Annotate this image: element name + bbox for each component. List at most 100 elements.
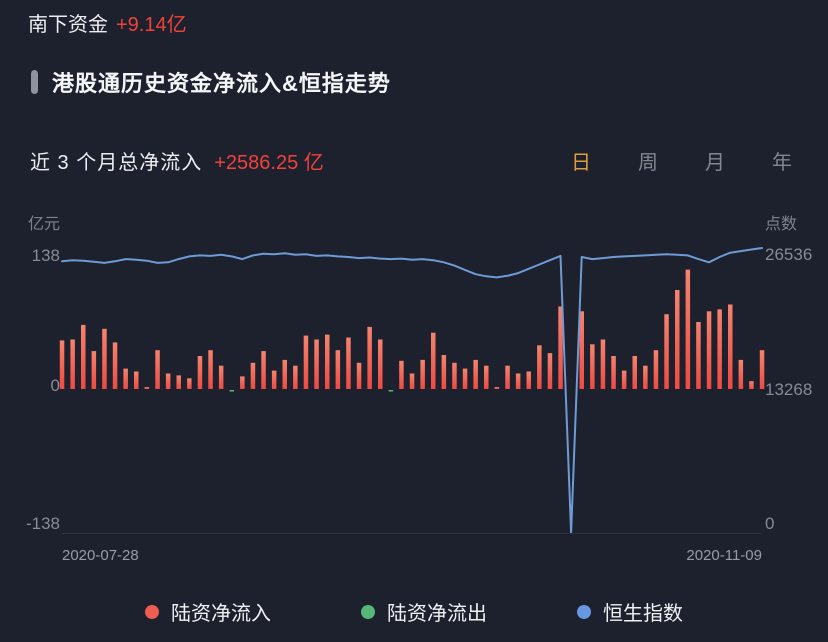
inflow-bar [303, 335, 309, 389]
inflow-bar [271, 370, 277, 389]
total-netinflow-label: 近 3 个月总净流入 [30, 152, 203, 174]
inflow-dot-icon [145, 604, 159, 619]
legend-item-hsi: 恒生指数 [577, 597, 683, 626]
tab-day[interactable]: 日 [571, 152, 591, 174]
inflow-bar [537, 345, 542, 389]
inflow-bar [346, 337, 351, 389]
inflow-bar [420, 359, 425, 389]
date-range-row: 2020-07-28 2020-11-09 [62, 547, 762, 564]
inflow-bar [282, 359, 287, 389]
inflow-bar [579, 311, 584, 389]
inflow-bar [505, 365, 510, 389]
left-axis-unit: 亿元 [28, 216, 61, 233]
inflow-bar [91, 351, 97, 389]
inflow-bar [600, 339, 606, 389]
tab-year[interactable]: 年 [772, 152, 792, 174]
inflow-bar [335, 350, 341, 389]
inflow-bar [325, 334, 330, 389]
chart-legend: 陆资净流入 陆资净流出 恒生指数 [0, 597, 828, 626]
right-tick-mid: 13268 [765, 380, 813, 399]
inflow-bar [59, 340, 65, 389]
inflow-bar [409, 373, 415, 389]
inflow-bar [611, 356, 616, 389]
inflow-bar [441, 355, 447, 389]
left-tick-max: 138 [31, 246, 60, 265]
inflow-bar [462, 368, 468, 389]
inflow-bar [632, 356, 637, 389]
inflow-bar [675, 290, 680, 389]
end-date-label: 2020-11-09 [686, 547, 762, 564]
x-axis-line [62, 533, 762, 534]
right-axis-unit: 点数 [765, 216, 798, 233]
inflow-bar [367, 326, 372, 389]
inflow-bar [70, 339, 75, 389]
tab-week[interactable]: 周 [638, 152, 658, 174]
total-netinflow: 近 3 个月总净流入 +2586.25 亿 [30, 146, 324, 175]
inflow-bar [399, 360, 404, 389]
inflow-bar [717, 309, 722, 389]
southbound-funds-value: +9.14亿 [116, 14, 187, 36]
inflow-bar [134, 371, 139, 389]
outflow-dot-icon [361, 604, 375, 619]
inflow-bar [112, 342, 118, 389]
legend-item-inflow: 陆资净流入 [145, 597, 271, 626]
inflow-bar [558, 306, 563, 389]
inflow-bar [314, 339, 319, 389]
inflow-bar [590, 344, 595, 389]
section-title: 港股通历史资金净流入&恒指走势 [52, 71, 391, 96]
hsi-line [61, 247, 763, 534]
inflow-bar [102, 328, 107, 389]
inflow-bar [484, 365, 489, 389]
left-tick-zero: 0 [50, 376, 60, 395]
period-tabs: 日 周 月 年 [571, 146, 792, 175]
inflow-bar [643, 365, 648, 389]
southbound-funds-label: 南下资金 [28, 14, 108, 36]
inflow-bar [250, 362, 256, 389]
inflow-bar [176, 375, 181, 389]
inflow-bar [356, 362, 362, 389]
left-tick-min: -138 [25, 514, 60, 533]
inflow-bar [218, 365, 224, 389]
inflow-bar [494, 387, 500, 389]
inflow-bar [431, 332, 436, 389]
inflow-bar [452, 362, 457, 389]
right-tick-max: 26536 [765, 245, 813, 264]
inflow-bar [473, 359, 478, 389]
outflow-bar [388, 390, 394, 392]
inflow-bar [378, 339, 383, 389]
tab-month[interactable]: 月 [705, 152, 725, 174]
legend-inflow-label: 陆资净流入 [171, 603, 271, 625]
inflow-bar [144, 387, 150, 389]
inflow-bar [187, 378, 192, 389]
summary-row: 近 3 个月总净流入 +2586.25 亿 日 周 月 年 [30, 146, 792, 175]
inflow-bar [165, 373, 171, 389]
legend-outflow-label: 陆资净流出 [387, 603, 487, 625]
legend-hsi-label: 恒生指数 [603, 603, 683, 625]
start-date-label: 2020-07-28 [62, 547, 139, 564]
inflow-bar [653, 350, 659, 389]
inflow-bar [526, 371, 531, 389]
inflow-bar [728, 304, 733, 389]
inflow-bar [240, 376, 245, 389]
inflow-bar [685, 269, 691, 389]
inflow-bar [208, 350, 213, 389]
hsi-dot-icon [577, 604, 591, 619]
inflow-bar [547, 353, 553, 389]
inflow-bar [515, 373, 521, 389]
right-tick-zero: 0 [765, 514, 775, 533]
inflow-bar [759, 350, 765, 389]
inflow-bar [123, 368, 128, 389]
section-title-row: 港股通历史资金净流入&恒指走势 [31, 66, 391, 98]
inflow-bar [81, 324, 86, 389]
inflow-bar [197, 356, 203, 389]
inflow-bar [621, 370, 627, 389]
inflow-bar [749, 381, 754, 389]
inflow-bar [696, 322, 701, 389]
inflow-bar [261, 351, 266, 389]
legend-item-outflow: 陆资净流出 [361, 597, 487, 626]
inflow-bar [155, 350, 160, 389]
southbound-funds-header: 南下资金 +9.14亿 [28, 8, 187, 37]
total-netinflow-value: +2586.25 亿 [214, 152, 324, 174]
